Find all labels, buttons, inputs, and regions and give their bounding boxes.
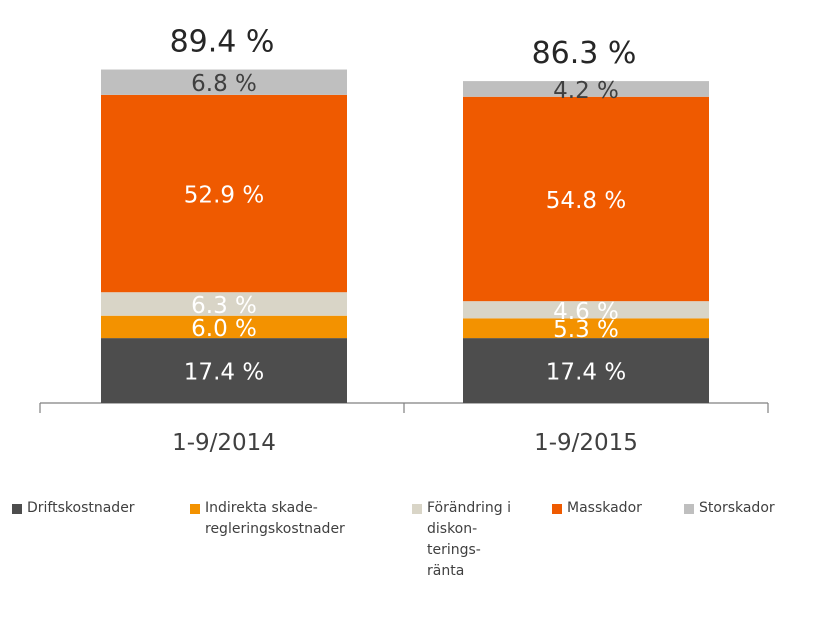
legend-label: Storskador — [699, 500, 775, 516]
legend-swatch — [412, 504, 422, 514]
legend-item: Indirekta skade- regleringskostnader — [190, 498, 345, 540]
data-label: 17.4 % — [546, 360, 626, 386]
bar-segment — [101, 69, 347, 95]
bar-segment — [463, 96, 709, 302]
bar-segment — [463, 301, 709, 319]
data-label: 6.0 % — [191, 316, 257, 342]
data-label: 4.6 % — [553, 299, 619, 325]
data-label: 6.3 % — [191, 293, 257, 319]
legend-item: Masskador — [552, 498, 642, 519]
legend-label: Driftskostnader — [27, 500, 135, 516]
legend-swatch — [552, 504, 562, 514]
data-label: 4.2 % — [553, 78, 619, 104]
bar-segment — [463, 81, 709, 97]
legend-label: Indirekta skade- regleringskostnader — [205, 500, 345, 537]
legend-swatch — [684, 504, 694, 514]
bar-segment — [101, 292, 347, 316]
data-label: 52.9 % — [184, 183, 264, 209]
category-label: 1-9/2015 — [534, 430, 638, 456]
stacked-bar-chart: 17.4 % 6.0 %6.3 % 52.9 % 6.8 % 89.4 % 1-9/201… — [39, 25, 769, 456]
chart-legend: Driftskostnader Indirekta skade- reglerin… — [12, 498, 812, 608]
data-label: 54.8 % — [546, 188, 626, 214]
legend-swatch — [12, 504, 22, 514]
legend-label: Förändring i diskon- terings- ränta — [427, 500, 511, 579]
legend-label: Masskador — [567, 500, 642, 516]
legend-swatch — [190, 504, 200, 514]
category-label: 1-9/2014 — [172, 430, 276, 456]
data-label: 6.8 % — [191, 71, 257, 97]
legend-item: Förändring i diskon- terings- ränta — [412, 498, 511, 582]
bar-segment — [101, 94, 347, 293]
bar-segment — [463, 338, 709, 403]
bar-segment — [101, 315, 347, 339]
legend-item: Storskador — [684, 498, 775, 519]
total-label: 89.4 % — [170, 25, 275, 60]
data-label: 17.4 % — [184, 360, 264, 386]
legend-item: Driftskostnader — [12, 498, 135, 519]
bar-segment — [463, 318, 709, 339]
total-label: 86.3 % — [532, 36, 637, 71]
data-label: 5.3 % — [553, 317, 619, 343]
bar-segment — [101, 338, 347, 403]
